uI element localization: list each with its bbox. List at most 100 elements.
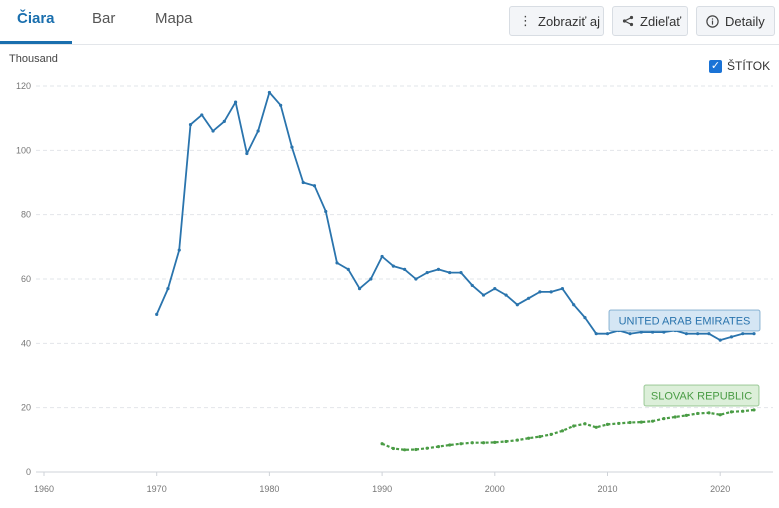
data-point[interactable]	[605, 332, 610, 336]
data-point[interactable]	[707, 411, 711, 415]
data-point[interactable]	[662, 417, 666, 421]
data-point[interactable]	[188, 123, 193, 127]
data-point[interactable]	[707, 332, 711, 336]
data-point[interactable]	[572, 303, 576, 307]
tab-bar[interactable]: Bar	[92, 10, 116, 27]
data-point[interactable]	[493, 287, 497, 291]
data-point[interactable]	[549, 290, 553, 294]
data-point[interactable]	[177, 248, 181, 252]
data-point[interactable]	[527, 296, 531, 300]
data-point[interactable]	[279, 103, 283, 107]
data-point[interactable]	[335, 261, 339, 265]
data-point[interactable]	[448, 443, 452, 447]
data-point[interactable]	[538, 435, 542, 439]
data-point[interactable]	[481, 441, 486, 445]
data-point[interactable]	[549, 432, 553, 436]
data-point[interactable]	[583, 422, 587, 426]
label-checkbox-toggle[interactable]: ✓ ŠTÍTOK	[709, 59, 770, 73]
data-point[interactable]	[301, 180, 305, 185]
data-point[interactable]	[504, 293, 508, 297]
data-point[interactable]	[729, 335, 734, 339]
data-point[interactable]	[324, 209, 328, 214]
data-point[interactable]	[628, 332, 632, 336]
y-tick-label: 0	[26, 467, 31, 477]
series-line-slovak-republic[interactable]	[381, 408, 755, 451]
data-point[interactable]	[256, 129, 260, 133]
data-point[interactable]	[515, 438, 519, 442]
data-point[interactable]	[515, 303, 519, 307]
data-point[interactable]	[380, 442, 384, 446]
x-tick-label: 2010	[597, 484, 617, 494]
show-also-button[interactable]: ⋮ Zobraziť aj	[509, 6, 604, 36]
data-point[interactable]	[233, 100, 238, 104]
x-tick-label: 1980	[259, 484, 279, 494]
data-point[interactable]	[696, 411, 700, 416]
data-point[interactable]	[504, 439, 508, 444]
series-line-united-arab-emirates[interactable]	[155, 91, 754, 342]
data-point[interactable]	[166, 287, 170, 291]
data-point[interactable]	[200, 113, 204, 117]
data-point[interactable]	[673, 415, 677, 419]
data-point[interactable]	[560, 429, 565, 433]
data-point[interactable]	[312, 184, 317, 188]
data-point[interactable]	[290, 145, 294, 149]
data-point[interactable]	[357, 287, 362, 291]
data-point[interactable]	[594, 425, 598, 429]
data-point[interactable]	[481, 293, 486, 297]
data-point[interactable]	[752, 408, 756, 412]
data-point[interactable]	[628, 420, 632, 425]
data-point[interactable]	[414, 447, 418, 452]
data-point[interactable]	[448, 270, 452, 275]
data-point[interactable]	[470, 283, 474, 288]
data-point[interactable]	[684, 413, 688, 417]
data-point[interactable]	[470, 441, 474, 445]
data-point[interactable]	[617, 421, 621, 426]
checkbox-checked-icon[interactable]: ✓	[709, 59, 722, 73]
data-point[interactable]	[639, 420, 643, 424]
data-point[interactable]	[684, 332, 688, 336]
data-point[interactable]	[538, 290, 542, 294]
tab-line[interactable]: Čiara	[17, 10, 55, 27]
y-tick-label: 60	[21, 274, 31, 284]
tab-map[interactable]: Mapa	[155, 10, 193, 27]
data-point[interactable]	[436, 444, 441, 449]
data-point[interactable]	[560, 287, 565, 291]
data-point[interactable]	[425, 446, 429, 450]
details-button[interactable]: Detaily	[696, 6, 775, 36]
data-point[interactable]	[155, 312, 159, 316]
data-point[interactable]	[493, 440, 497, 445]
data-point[interactable]	[718, 413, 722, 417]
data-point[interactable]	[222, 119, 226, 123]
data-point[interactable]	[436, 267, 441, 271]
series-label-slovak-republic[interactable]: SLOVAK REPUBLIC	[643, 384, 760, 407]
series-label-united-arab-emirates[interactable]: UNITED ARAB EMIRATES	[608, 309, 761, 332]
data-point[interactable]	[346, 267, 350, 271]
details-label: Detaily	[725, 13, 765, 29]
data-point[interactable]	[741, 332, 745, 336]
data-point[interactable]	[403, 448, 407, 452]
data-point[interactable]	[414, 277, 418, 281]
data-point[interactable]	[369, 277, 373, 281]
data-point[interactable]	[572, 424, 576, 428]
data-point[interactable]	[605, 422, 610, 426]
data-point[interactable]	[594, 332, 598, 336]
data-point[interactable]	[527, 436, 531, 440]
data-point[interactable]	[696, 332, 700, 336]
data-point[interactable]	[380, 254, 384, 259]
data-point[interactable]	[459, 270, 463, 275]
data-point[interactable]	[459, 442, 463, 446]
data-point[interactable]	[391, 264, 395, 268]
data-point[interactable]	[752, 332, 756, 336]
data-point[interactable]	[741, 409, 745, 413]
data-point[interactable]	[718, 338, 722, 342]
data-point[interactable]	[245, 151, 249, 156]
data-point[interactable]	[403, 267, 407, 271]
data-point[interactable]	[267, 90, 271, 95]
share-button[interactable]: Zdieľať	[612, 6, 688, 36]
data-point[interactable]	[391, 446, 395, 451]
data-point[interactable]	[729, 410, 734, 414]
data-point[interactable]	[425, 270, 429, 275]
data-point[interactable]	[583, 316, 587, 320]
data-point[interactable]	[650, 419, 655, 423]
data-point[interactable]	[211, 129, 215, 133]
